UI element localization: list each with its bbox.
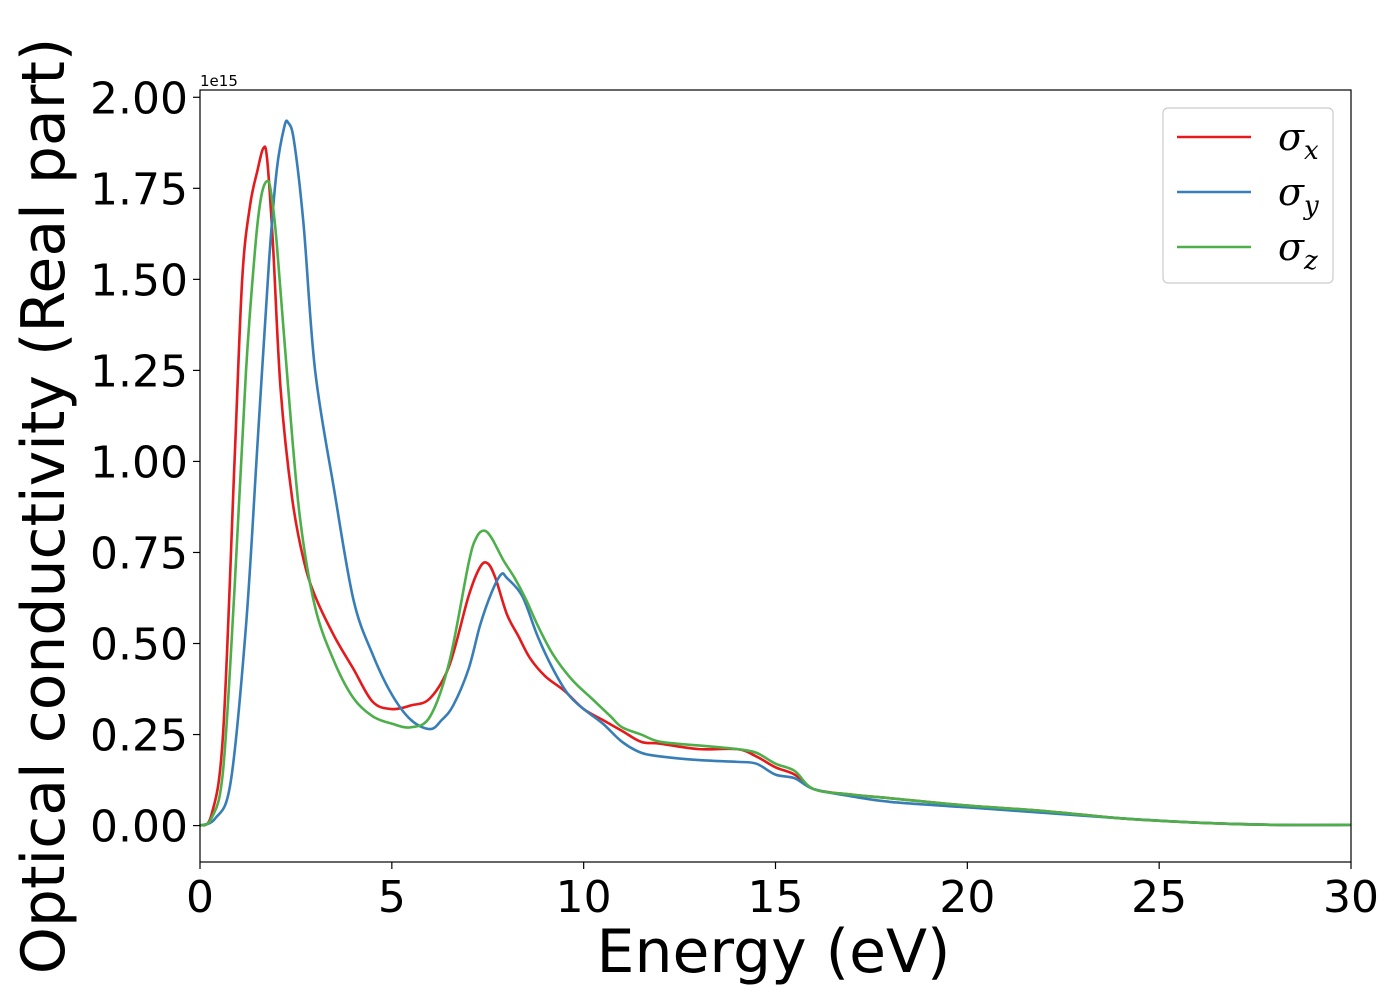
y-tick-label: 0.75 [90, 528, 188, 579]
y-offset-label: 1e15 [200, 72, 238, 90]
ticks-layer: 0 5 10 15 20 25 30 0.00 0.25 0.50 0.75 1.00 1.25 1.50… [90, 73, 1379, 923]
y-tick-label: 1.00 [90, 437, 188, 488]
x-tick-label: 0 [186, 872, 214, 923]
series-line-z [199, 179, 1352, 827]
x-tick-label: 20 [939, 872, 995, 923]
legend-box [1162, 107, 1334, 284]
legend-entry-z: σz [1278, 225, 1318, 276]
legend-entry-y: σy [1278, 170, 1319, 221]
x-tick-label: 15 [748, 872, 804, 923]
y-tick-label: 0.25 [90, 711, 188, 762]
x-tick-label: 25 [1131, 872, 1187, 923]
y-tick-label: 2.00 [90, 73, 188, 124]
y-tick-label: 0.00 [90, 802, 188, 853]
x-tick-label: 30 [1323, 872, 1379, 923]
y-axis-title: Optical conductivity (Real part) [9, 38, 79, 975]
y-tick-label: 1.50 [90, 255, 188, 306]
y-tick-label: 1.75 [90, 164, 188, 215]
series-layer [199, 119, 1352, 827]
x-axis-title: Energy (eV) [597, 917, 951, 987]
x-tick-label: 10 [556, 872, 612, 923]
x-tick-label: 5 [378, 872, 406, 923]
y-tick-label: 1.25 [90, 346, 188, 397]
y-tick-label: 0.50 [90, 620, 188, 671]
legend-entry-x: σx [1278, 115, 1319, 166]
